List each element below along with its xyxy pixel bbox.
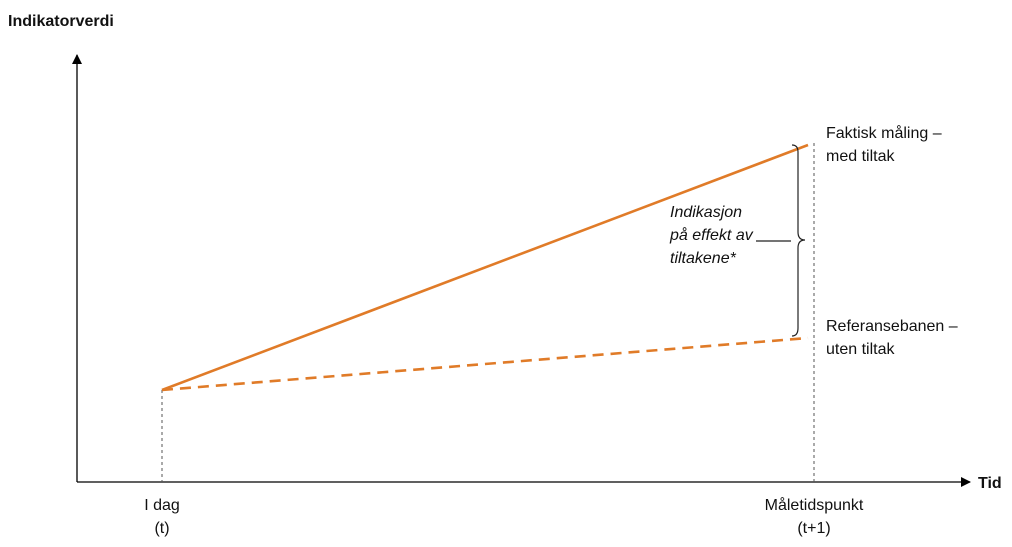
actual-measurement-label-line1: Faktisk måling – (826, 125, 942, 142)
reference-path-label-line2: uten tiltak (826, 341, 895, 358)
effect-annotation-line2: på effekt av (670, 227, 753, 244)
x-axis-label: Tid (978, 475, 1002, 492)
start-tick-label: I dag (t) (112, 494, 212, 540)
effect-annotation-line3: tiltakene* (670, 250, 736, 267)
end-tick-label-line1: Måletidspunkt (764, 497, 864, 514)
actual-measurement-label: Faktisk måling – med tiltak (826, 122, 942, 168)
end-tick-label: Måletidspunkt (t+1) (744, 494, 884, 540)
reference-path-line (161, 336, 809, 392)
actual-measurement-line (161, 143, 809, 392)
effect-brace (791, 144, 806, 337)
effect-annotation: Indikasjon på effekt av tiltakene* (670, 201, 753, 270)
effect-annotation-line1: Indikasjon (670, 204, 743, 221)
reference-path-label-line1: Referansebanen – (826, 318, 958, 335)
start-tick-label-line1: I dag (144, 497, 180, 514)
y-axis-label: Indikatorverdi (8, 13, 114, 30)
end-tick-label-line2: (t+1) (797, 520, 831, 537)
reference-path-label: Referansebanen – uten tiltak (826, 315, 958, 361)
actual-measurement-label-line2: med tiltak (826, 148, 895, 165)
start-tick-label-line2: (t) (154, 520, 170, 537)
